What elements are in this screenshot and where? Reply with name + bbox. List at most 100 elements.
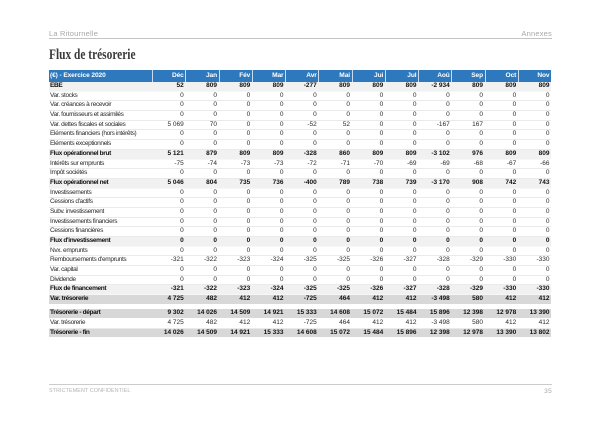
cell-value: 0 [545,237,550,244]
cell-value: 0 [545,91,550,99]
row-label: Intérêts sur emprunts [50,159,105,167]
cell-value: 412 [372,319,384,326]
cell-value: 0 [512,130,517,138]
table-row: Var. capital 0 0 0 0 0 0 0 0 0 0 0 0 [49,266,551,276]
cell-value: 0 [346,227,350,235]
cell-value: 0 [446,237,450,244]
month-column-header: Jan [185,70,218,82]
cell-value: 52 [342,120,350,128]
table-row: Var. fournisseurs et assimilés 0 0 0 0 0 0 0 0 0 0… [49,111,551,121]
cell-value: -326 [370,285,384,293]
cell-value: 0 [313,266,317,274]
cell-value: 0 [313,169,317,177]
confidential-label: STRICTEMENT CONFIDENTIEL [49,388,131,394]
cell-value: 14 026 [163,328,184,336]
cell-value: -725 [303,295,317,303]
cell-value: 0 [279,237,284,244]
cell-value: 0 [246,130,251,138]
cell-value: 0 [479,111,483,119]
table-header-row: (€) - Exercice 2020 Déc Jan Fév Mar Avr Mai Ju… [49,70,551,82]
cell-value: 0 [246,91,251,99]
cell-value: 15 072 [330,328,350,336]
cell-value: -325 [336,256,350,264]
cell-value: 0 [180,246,184,254]
table-row: Trésorerie - départ 9 302 14 026 14 509 14 9… [49,309,551,319]
table-row: Subv. investissement 0 0 0 0 0 0 0 0 0 0 0 0 [49,207,551,218]
cell-value: 0 [180,91,184,99]
cell-value: -329 [469,285,483,293]
cell-value: 0 [313,207,317,215]
cell-value: 0 [379,188,384,196]
row-label: Subv. investissement [50,207,104,215]
cell-value: 0 [346,266,350,274]
cell-value: 0 [180,130,184,138]
cell-value: 0 [279,198,284,206]
cell-value: 0 [379,237,384,244]
row-label: Flux d'investissement [50,237,111,244]
cell-value: 0 [545,198,550,206]
cell-value: 809 [272,149,284,157]
table-row: Cessions d'actifs 0 0 0 0 0 0 0 0 0 0 0 0 [49,198,551,208]
cell-value: 0 [545,130,550,138]
cell-value: 809 [239,149,251,157]
section-name: Annexes [521,29,552,38]
cell-value: 482 [206,319,217,326]
cell-value: 412 [272,295,284,303]
cell-value: 0 [213,198,217,206]
cell-value: 0 [246,207,251,215]
cell-value: -328 [436,285,450,293]
cell-value: 0 [279,101,284,109]
cell-value: -66 [540,159,550,167]
cell-value: 0 [213,266,217,274]
cell-value: 0 [512,140,517,148]
cell-value: 0 [545,120,550,128]
cell-value: 0 [446,188,450,196]
cell-value: 464 [339,295,350,303]
cell-value: 0 [346,140,350,148]
cell-value: 0 [545,227,550,235]
cell-value: 70 [209,120,217,128]
table-row: Cessions financières 0 0 0 0 0 0 0 0 0 0 0 0 [49,227,551,237]
page-title: Flux de trésorerie [49,47,136,63]
cell-value: 0 [213,275,217,283]
cell-value: 0 [412,101,417,109]
cell-value: -330 [503,256,517,264]
cell-value: 0 [180,237,184,244]
cell-value: 0 [279,266,284,274]
row-label: Flux opérationnel net [50,178,109,186]
cell-value: 809 [405,149,417,157]
cell-value: -3 170 [431,178,450,186]
cell-value: 0 [313,188,317,196]
cell-value: -73 [240,159,251,167]
cell-value: 738 [372,178,384,186]
cell-value: 0 [246,140,251,148]
cell-value: 0 [412,130,417,138]
table-spacer [49,304,551,310]
month-column-header: Sep [451,70,484,82]
cell-value: 0 [512,246,517,254]
cell-value: -326 [370,256,384,264]
table-row: Nvx. emprunts 0 0 0 0 0 0 0 0 0 0 0 0 [49,246,551,257]
row-label: Impôt sociétés [50,169,88,177]
cell-value: 412 [505,319,517,326]
cell-value: -329 [469,256,483,264]
cell-value: 580 [472,319,483,326]
cell-value: 809 [538,149,550,157]
cell-value: 0 [246,169,251,177]
cell-value: 12 398 [463,309,483,317]
cell-value: 14 608 [296,328,317,336]
cell-value: 0 [512,120,517,128]
cell-value: -328 [303,149,317,157]
cell-value: 0 [446,111,450,119]
cell-value: 0 [512,275,517,283]
cell-value: 0 [279,91,284,99]
table-row: Flux de financement -321 -322 -323 -324 -325 -… [49,285,551,296]
cell-value: 0 [412,111,417,119]
cell-value: -69 [407,159,417,167]
cell-value: 0 [313,130,317,138]
cell-value: 0 [512,266,517,274]
cell-value: -330 [536,256,550,264]
table-row: Flux opérationnel net 5 046 804 735 736 -400 7… [49,178,551,189]
cell-value: 14 026 [197,309,217,317]
month-column-header: Jui [351,70,385,82]
